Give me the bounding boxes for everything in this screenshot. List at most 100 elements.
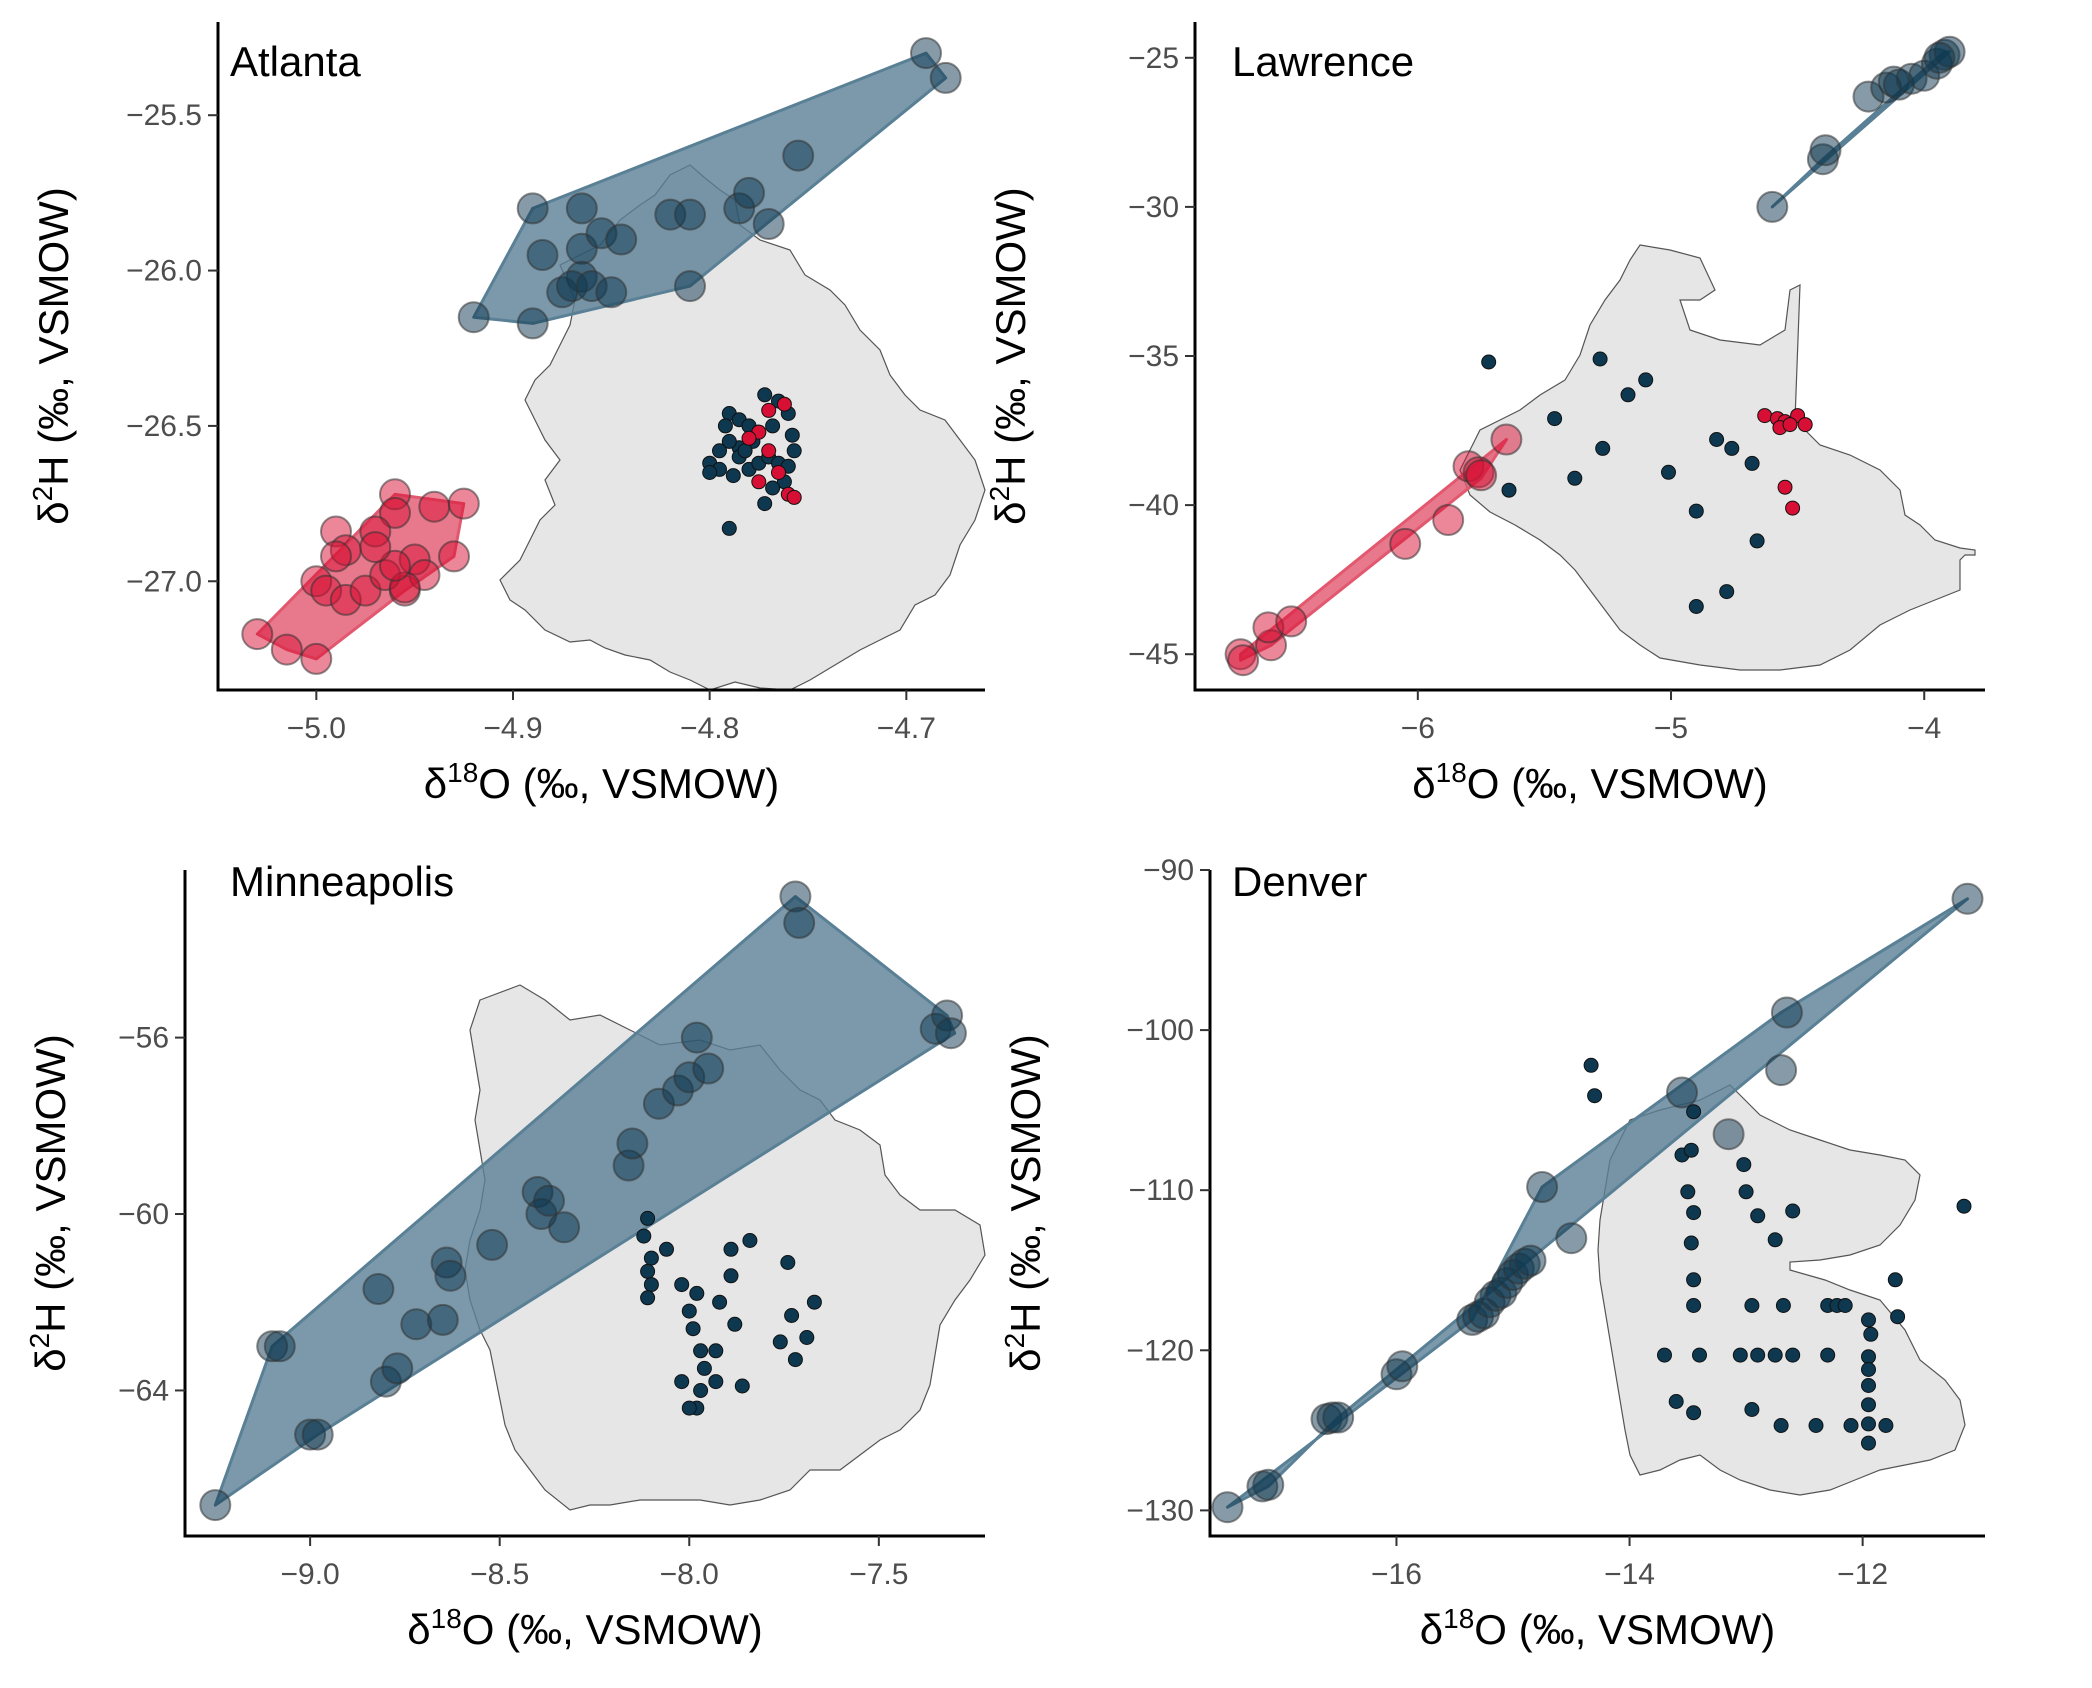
point-blue-large xyxy=(533,1184,565,1217)
point-blue-small xyxy=(765,480,781,496)
point-blue-small xyxy=(1724,440,1740,456)
point-red-large xyxy=(379,549,411,582)
y-axis-title: δ2H (‰, VSMOW) xyxy=(999,1034,1049,1372)
y-tick-label: −27.0 xyxy=(126,565,202,598)
point-blue-small xyxy=(765,418,781,434)
point-blue-small xyxy=(1744,1298,1760,1313)
point-blue-small xyxy=(1887,1272,1903,1288)
point-red-large xyxy=(438,540,470,573)
x-tick-label: −6 xyxy=(1401,712,1435,745)
point-blue-small xyxy=(1843,1418,1859,1433)
point-blue-small xyxy=(1683,1142,1699,1158)
point-red-small xyxy=(1785,500,1801,516)
point-blue-small xyxy=(636,1228,652,1244)
point-blue-large xyxy=(752,208,785,240)
point-blue-large xyxy=(1252,1468,1285,1501)
point-blue-small xyxy=(1861,1416,1876,1432)
point-blue-small xyxy=(1686,1205,1702,1221)
point-blue-small xyxy=(1738,1184,1754,1200)
y-tick-label: −90 xyxy=(1143,854,1194,887)
point-blue-small xyxy=(1661,464,1676,480)
point-red-large xyxy=(1490,423,1523,456)
point-blue-small xyxy=(1638,372,1654,388)
point-blue-small xyxy=(1749,533,1765,549)
point-red-large xyxy=(379,496,411,529)
point-blue-small xyxy=(721,520,737,536)
point-blue-small xyxy=(696,1360,712,1376)
point-blue-small xyxy=(1750,1208,1766,1224)
point-blue-large xyxy=(783,906,816,939)
point-blue-small xyxy=(734,1378,750,1394)
y-tick-label: −64 xyxy=(118,1374,169,1407)
point-blue-large xyxy=(263,1330,296,1363)
point-red-large xyxy=(241,618,274,651)
point-blue-large xyxy=(674,198,706,231)
point-red-large xyxy=(418,490,451,523)
x-tick-label: −9.0 xyxy=(281,1558,340,1591)
y-tick-label: −30 xyxy=(1128,191,1179,224)
point-blue-large xyxy=(779,880,812,913)
y-tick-label: −35 xyxy=(1128,340,1179,373)
point-blue-large xyxy=(1514,1244,1547,1277)
point-red-large xyxy=(447,487,480,520)
city-map-lawrence xyxy=(1459,244,1976,671)
x-tick-label: −4.7 xyxy=(877,712,936,745)
y-tick-label: −120 xyxy=(1126,1334,1194,1367)
point-red-small xyxy=(786,489,802,505)
point-blue-small xyxy=(1683,1235,1699,1251)
point-blue-small xyxy=(721,433,737,449)
point-blue-small xyxy=(693,1383,709,1398)
point-blue-small xyxy=(1620,387,1636,403)
point-blue-large xyxy=(362,1273,395,1305)
point-blue-small xyxy=(1686,1405,1702,1421)
point-blue-small xyxy=(1785,1347,1801,1363)
y-tick-label: −110 xyxy=(1129,1174,1194,1207)
point-blue-small xyxy=(712,1294,728,1310)
x-tick-label: −14 xyxy=(1604,1558,1655,1591)
point-blue-small xyxy=(1686,1104,1702,1120)
point-blue-large xyxy=(680,1021,713,1054)
y-tick-label: −60 xyxy=(118,1198,169,1231)
y-tick-label: −25.5 xyxy=(126,99,202,132)
x-tick-label: −4.9 xyxy=(483,712,542,745)
panel-minneapolis: −9.0 −8.5 −8.0 −7.5 −64 −60 −56 δ18O (‰, VSMOW)… xyxy=(24,858,986,1653)
point-blue-small xyxy=(723,1241,739,1257)
point-blue-small xyxy=(1595,440,1611,456)
point-blue-small xyxy=(1668,1394,1684,1409)
point-blue-large xyxy=(457,301,490,334)
y-tick-label: −26.5 xyxy=(126,410,202,443)
point-blue-small xyxy=(806,1294,822,1310)
point-blue-large xyxy=(1770,996,1803,1029)
point-blue-large xyxy=(616,1127,649,1160)
point-blue-small xyxy=(643,1250,659,1266)
point-blue-small xyxy=(1861,1378,1876,1393)
point-blue-small xyxy=(1785,1203,1801,1219)
point-blue-large xyxy=(692,1052,725,1085)
point-blue-small xyxy=(784,427,800,443)
point-blue-small xyxy=(640,1263,656,1279)
point-blue-small xyxy=(742,1233,758,1248)
panel-lawrence: −6 −5 −4 −45 −40 −35 −30 −25 δ18O (‰, VSMOW) δ2H … xyxy=(984,22,1985,807)
point-blue-small xyxy=(1744,1402,1760,1417)
point-blue-small xyxy=(1592,351,1608,367)
point-blue-small xyxy=(643,1277,659,1293)
point-red-small xyxy=(1782,417,1798,433)
point-blue-small xyxy=(1750,1347,1766,1363)
point-blue-large xyxy=(548,1211,581,1244)
point-blue-small xyxy=(1861,1397,1876,1413)
point-blue-small xyxy=(681,1400,697,1416)
point-blue-small xyxy=(1481,354,1497,370)
point-blue-small xyxy=(1719,584,1735,600)
x-tick-label: −5.0 xyxy=(287,712,346,745)
point-blue-small xyxy=(1861,1362,1876,1377)
point-blue-small xyxy=(1688,503,1704,519)
point-blue-large xyxy=(733,176,765,209)
x-tick-label: −16 xyxy=(1371,1558,1422,1591)
point-blue-small xyxy=(737,443,753,459)
point-blue-large xyxy=(434,1259,467,1292)
point-blue-small xyxy=(1709,432,1725,447)
point-blue-large xyxy=(1666,1076,1698,1109)
point-blue-small xyxy=(685,1321,701,1337)
x-tick-label: −8.5 xyxy=(470,1558,529,1591)
point-blue-small xyxy=(693,1343,709,1359)
